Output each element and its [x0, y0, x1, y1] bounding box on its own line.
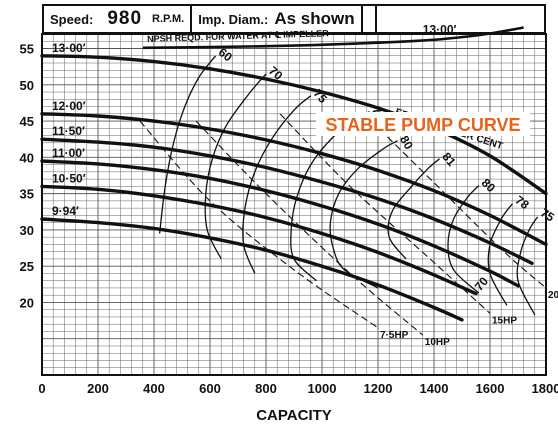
y-tick-label: 35: [20, 187, 34, 202]
y-tick-label: 45: [20, 114, 34, 129]
y-tick-label: 20: [20, 295, 34, 310]
efficiency-label: 70: [472, 274, 492, 293]
efficiency-curve-6: [387, 158, 441, 260]
npsh-label: NPSH REQD. FOR WATER AT ℄ IMPELLER: [147, 28, 329, 44]
head-label: 11·50′: [52, 124, 85, 138]
power-curve-2: [195, 120, 424, 336]
head-label: 12·00′: [52, 99, 86, 113]
y-tick-label: 55: [20, 42, 34, 57]
speed-value: 980: [107, 8, 143, 29]
speed-label: Speed:: [50, 11, 94, 27]
power-label: 20HP: [548, 290, 558, 301]
power-label: 10HP: [425, 337, 450, 348]
speed-unit: R.P.M.: [152, 13, 185, 25]
npsh-curve: [142, 26, 524, 50]
npsh-end-label: 13·00′: [423, 22, 457, 36]
plot-frame: [41, 33, 547, 376]
y-tick-label: 40: [20, 150, 34, 165]
diam-label: Imp. Diam.:: [198, 11, 269, 27]
power-label: 7·5HP: [380, 330, 409, 341]
x-tick-label: 0: [38, 381, 45, 396]
x-tick-label: 200: [87, 381, 109, 396]
head-curve-3: [40, 137, 534, 265]
y-tick-label: 30: [20, 223, 34, 238]
head-label: 11·00′: [52, 146, 85, 160]
power-label: 15HP: [492, 315, 517, 326]
x-tick-label: 1200: [364, 381, 393, 396]
chart-header: Speed: 980 R.P.M. Imp. Diam.: As shown: [42, 4, 546, 34]
efficiency-label: 81: [439, 150, 459, 169]
head-label: 13·00′: [52, 41, 86, 55]
head-curve-4: [40, 159, 520, 288]
x-tick-label: 1600: [476, 381, 505, 396]
power-curve-3: [279, 113, 491, 314]
efficiency-label: 80: [479, 176, 499, 196]
head-label: 10·50′: [52, 171, 86, 185]
speed-cell: Speed: 980 R.P.M.: [44, 6, 193, 32]
head-curve-6: [40, 217, 464, 322]
x-tick-label: 1800: [532, 381, 558, 396]
diam-cell: Imp. Diam.: As shown: [192, 6, 363, 32]
efficiency-label: 75: [538, 206, 557, 225]
x-axis-label: CAPACITY: [256, 407, 332, 424]
diam-value: As shown: [274, 9, 355, 28]
power-curve-4: [363, 113, 547, 289]
head-label: 9·94′: [52, 204, 79, 218]
blank-cell: [363, 6, 377, 32]
efficiency-curve-9: [516, 216, 539, 316]
y-tick-label: 25: [20, 259, 34, 274]
chart-title: STABLE PUMP CURVE: [325, 115, 520, 135]
x-tick-label: 600: [199, 381, 221, 396]
x-tick-label: 1400: [420, 381, 449, 396]
head-curve-2: [40, 112, 548, 247]
efficiency-label: 80: [397, 133, 416, 152]
efficiency-label: 78: [513, 193, 532, 212]
head-curve-5: [40, 184, 478, 296]
x-tick-label: 1000: [308, 381, 337, 396]
y-tick-label: 50: [20, 78, 34, 93]
x-tick-label: 800: [255, 381, 277, 396]
title-background: [316, 112, 530, 136]
x-tick-label: 400: [143, 381, 165, 396]
power-curve-1: [139, 120, 379, 329]
head-curve-1: [40, 54, 548, 196]
efficiency-curve-7: [447, 185, 480, 294]
